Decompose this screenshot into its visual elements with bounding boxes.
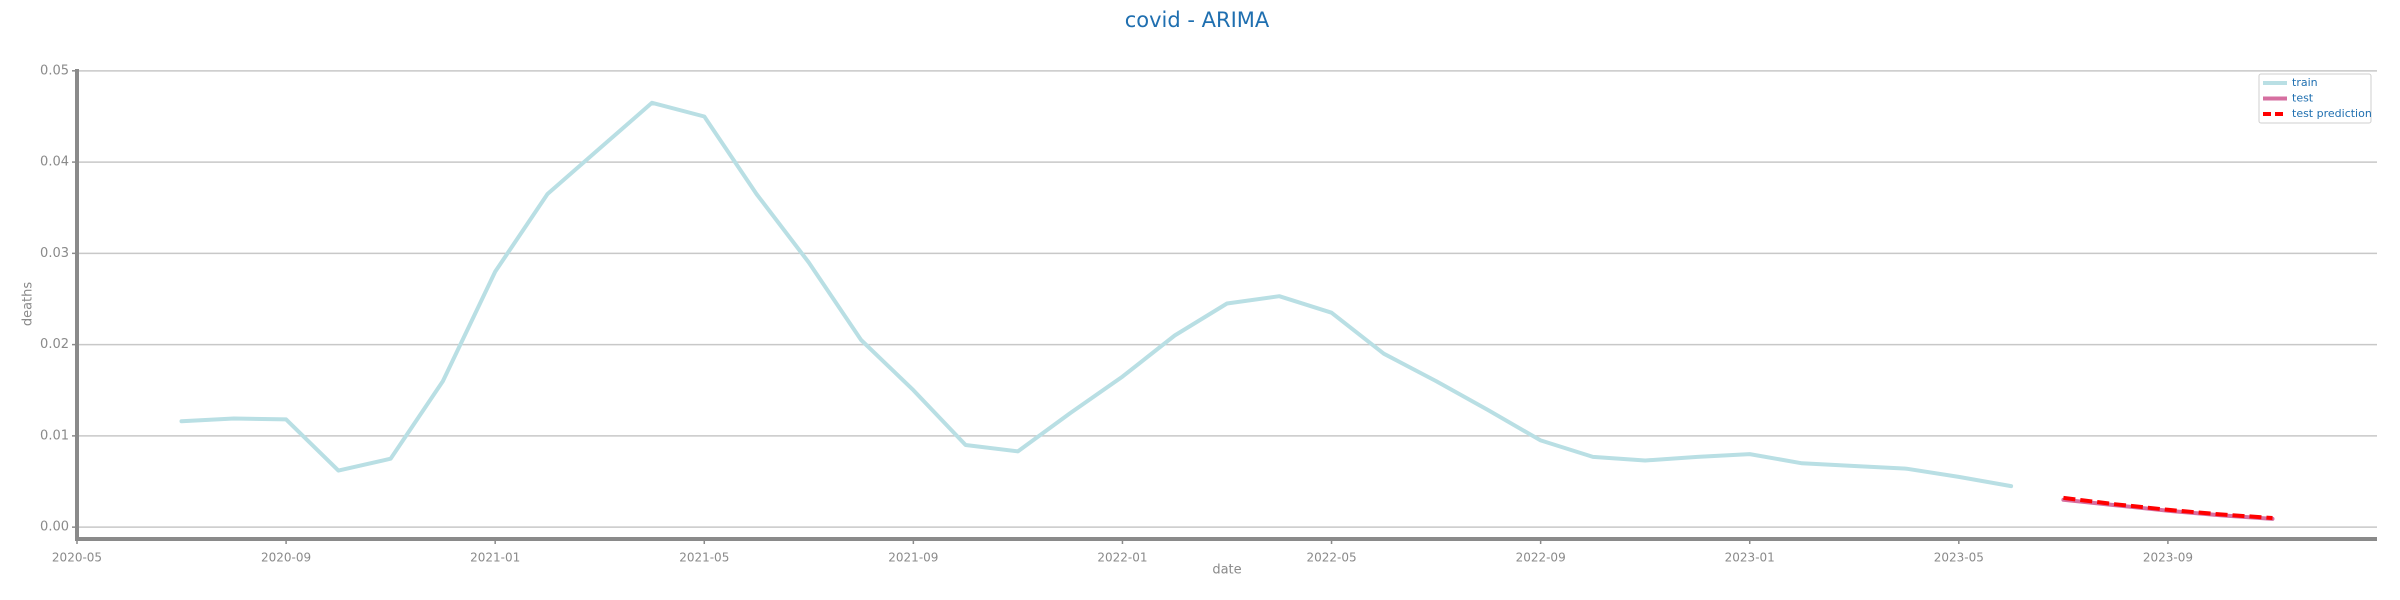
legend-label: test prediction: [2292, 107, 2372, 120]
y-tick-label: 0.05: [40, 63, 69, 78]
x-tick-label: 2023-01: [1725, 551, 1775, 565]
x-tick-label: 2023-09: [2143, 551, 2193, 565]
x-axis-label: date: [1212, 563, 1241, 578]
x-tick-label: 2022-09: [1516, 551, 1566, 565]
x-tick-label: 2020-05: [52, 551, 102, 565]
y-tick-label: 0.01: [40, 428, 69, 443]
x-tick-label: 2022-05: [1306, 551, 1356, 565]
x-tick-label: 2021-09: [888, 551, 938, 565]
x-tick-label: 2021-01: [470, 551, 520, 565]
x-tick-label: 2020-09: [261, 551, 311, 565]
y-tick-label: 0.02: [40, 337, 69, 352]
y-tick-label: 0.00: [40, 520, 69, 535]
legend-box: [2258, 73, 2372, 124]
chart-title: covid - ARIMA: [1125, 8, 1270, 32]
x-tick-label: 2023-05: [1934, 551, 1984, 565]
y-tick-label: 0.03: [40, 246, 69, 261]
legend-label: test: [2292, 92, 2314, 105]
legend: train test test prediction: [2258, 73, 2372, 124]
y-tick-label: 0.04: [40, 155, 69, 170]
y-axis-label: deaths: [21, 282, 36, 327]
series-line: [2063, 495, 2273, 520]
x-tick-label: 2022-01: [1097, 551, 1147, 565]
legend-label: train: [2292, 76, 2318, 89]
series-line: [179, 100, 2014, 489]
x-tick-label: 2021-05: [679, 551, 729, 565]
